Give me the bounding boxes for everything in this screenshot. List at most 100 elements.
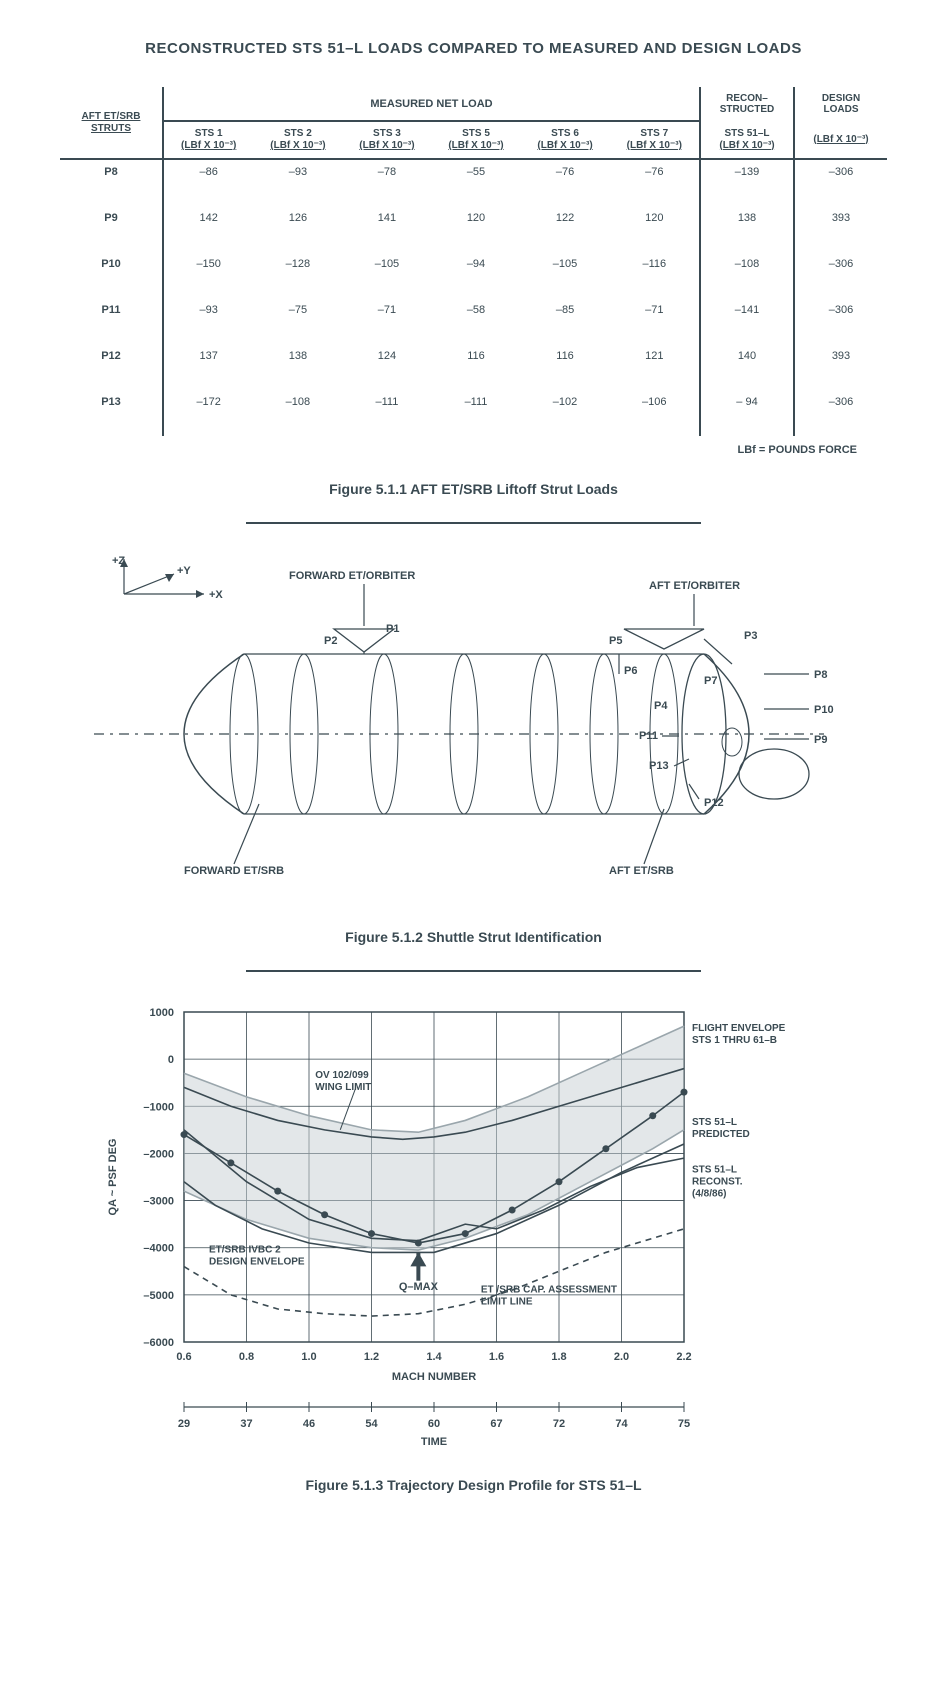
svg-text:FLIGHT ENVELOPE: FLIGHT ENVELOPE [692,1023,786,1034]
table-cell: 120 [431,206,520,230]
table-cell: –75 [253,298,342,322]
table-cell: 137 [163,344,253,368]
fig1-caption: Figure 5.1.1 AFT ET/SRB Liftoff Strut Lo… [60,481,887,497]
svg-text:P10: P10 [814,704,834,716]
loads-table: AFT ET/SRB STRUTS MEASURED NET LOAD RECO… [60,87,887,436]
svg-text:67: 67 [490,1418,502,1430]
svg-text:P9: P9 [814,734,827,746]
table-cell: –306 [794,252,887,276]
svg-text:P8: P8 [814,669,827,681]
table-cell: 142 [163,206,253,230]
table-cell: –71 [610,298,700,322]
svg-text:75: 75 [677,1418,689,1430]
svg-text:–6000: –6000 [143,1337,174,1349]
table-cell: 116 [521,344,610,368]
table-cell: 126 [253,206,342,230]
column-header: STS 7(LBf X 10⁻³) [610,121,700,159]
svg-text:RECONST.: RECONST. [692,1176,743,1187]
table-cell: –78 [342,159,431,184]
table-cell: 140 [700,344,794,368]
shuttle-diagram: +Z+Y+XP1P2FORWARD ET/ORBITERP5P3P6P7P4AF… [64,544,884,904]
table-cell: –58 [431,298,520,322]
table-footnote: LBf = POUNDS FORCE [60,444,857,456]
svg-text:ET/SRB IVBC 2: ET/SRB IVBC 2 [209,1244,281,1255]
column-header: STS 1(LBf X 10⁻³) [163,121,253,159]
svg-text:1.2: 1.2 [363,1351,378,1363]
strut-label: P12 [60,344,163,368]
svg-text:OV 102/099: OV 102/099 [315,1070,369,1081]
table-cell: 393 [794,206,887,230]
page-title: RECONSTRUCTED STS 51–L LOADS COMPARED TO… [60,40,887,57]
strut-label: P11 [60,298,163,322]
svg-text:QA ~ PSF DEG: QA ~ PSF DEG [107,1139,119,1216]
strut-label: P10 [60,252,163,276]
table-cell: –306 [794,390,887,414]
svg-text:74: 74 [615,1418,628,1430]
svg-text:+Y: +Y [177,565,191,577]
column-header: STS 51–L(LBf X 10⁻³) [700,121,794,159]
svg-text:37: 37 [240,1418,252,1430]
svg-text:P12: P12 [704,797,724,809]
table-cell: – 94 [700,390,794,414]
svg-text:46: 46 [302,1418,314,1430]
svg-text:AFT ET/ORBITER: AFT ET/ORBITER [649,580,740,592]
table-cell: –94 [431,252,520,276]
svg-text:P2: P2 [324,635,337,647]
svg-text:2.0: 2.0 [613,1351,628,1363]
svg-text:Q–MAX: Q–MAX [398,1281,438,1293]
strut-label: P13 [60,390,163,414]
svg-text:P6: P6 [624,665,637,677]
table-cell: –85 [521,298,610,322]
table-cell: –111 [342,390,431,414]
svg-text:P7: P7 [704,675,717,687]
table-cell: –139 [700,159,794,184]
table-cell: –111 [431,390,520,414]
table-cell: 121 [610,344,700,368]
svg-text:54: 54 [365,1418,378,1430]
svg-text:60: 60 [427,1418,439,1430]
svg-text:MACH NUMBER: MACH NUMBER [391,1371,475,1383]
table-cell: 116 [431,344,520,368]
svg-text:29: 29 [177,1418,189,1430]
svg-text:–5000: –5000 [143,1290,174,1302]
svg-text:–2000: –2000 [143,1148,174,1160]
column-header: STS 2(LBf X 10⁻³) [253,121,342,159]
table-cell: 120 [610,206,700,230]
svg-text:1.4: 1.4 [426,1351,442,1363]
table-cell: 138 [700,206,794,230]
svg-text:1000: 1000 [149,1007,173,1019]
svg-text:0: 0 [167,1054,173,1066]
table-cell: –116 [610,252,700,276]
svg-text:TIME: TIME [420,1436,446,1448]
svg-text:1.8: 1.8 [551,1351,566,1363]
svg-text:STS 51–L: STS 51–L [692,1117,737,1128]
table-row: P9142126141120122120138393 [60,206,887,230]
svg-text:–4000: –4000 [143,1243,174,1255]
table-cell: –71 [342,298,431,322]
svg-text:+X: +X [209,589,223,601]
header-design: DESIGN LOADS [794,87,887,121]
table-cell: –93 [163,298,253,322]
table-cell: 393 [794,344,887,368]
table-row: P11–93–75–71–58–85–71–141–306 [60,298,887,322]
column-header: STS 3(LBf X 10⁻³) [342,121,431,159]
table-row: P8–86–93–78–55–76–76–139–306 [60,159,887,184]
svg-text:STS 51–L: STS 51–L [692,1164,737,1175]
column-header: STS 5(LBf X 10⁻³) [431,121,520,159]
fig2-caption: Figure 5.1.2 Shuttle Strut Identificatio… [60,929,887,945]
header-measured: MEASURED NET LOAD [163,87,700,121]
table-cell: –141 [700,298,794,322]
table-cell: –76 [521,159,610,184]
table-cell: –105 [342,252,431,276]
svg-text:P11: P11 [639,730,658,742]
svg-text:1.0: 1.0 [301,1351,316,1363]
trajectory-chart: 0.60.81.01.21.41.61.82.02.210000–1000–20… [94,992,854,1452]
svg-text:STS 1 THRU 61–B: STS 1 THRU 61–B [692,1035,777,1046]
table-cell: –108 [700,252,794,276]
table-cell: –76 [610,159,700,184]
column-header: (LBf X 10⁻³) [794,121,887,159]
svg-text:P5: P5 [609,635,622,647]
table-cell: –93 [253,159,342,184]
table-cell: –150 [163,252,253,276]
table-row: P10–150–128–105–94–105–116–108–306 [60,252,887,276]
